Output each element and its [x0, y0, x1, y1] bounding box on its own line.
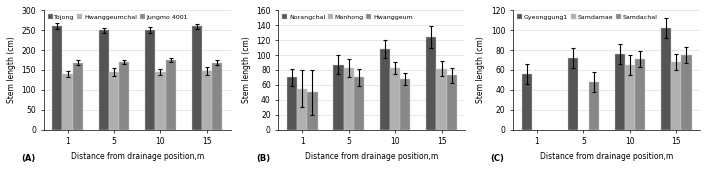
Bar: [400, 79, 411, 129]
Bar: [588, 82, 599, 129]
Bar: [297, 89, 308, 129]
X-axis label: Distance from drainage position,m: Distance from drainage position,m: [71, 152, 204, 161]
Bar: [99, 30, 109, 129]
Bar: [568, 58, 578, 129]
Bar: [201, 71, 212, 129]
Text: (C): (C): [491, 154, 505, 163]
Bar: [52, 26, 62, 129]
Bar: [156, 72, 165, 129]
Text: (B): (B): [256, 154, 270, 163]
Text: (A): (A): [21, 154, 35, 163]
Bar: [625, 65, 635, 129]
Bar: [390, 68, 400, 129]
Bar: [73, 63, 83, 129]
Bar: [119, 62, 129, 129]
Bar: [380, 49, 390, 129]
Bar: [192, 26, 201, 129]
Y-axis label: Stem length (cm): Stem length (cm): [7, 37, 16, 103]
Bar: [308, 92, 317, 129]
Legend: Tojong, Hwanggeumchal, Jungmo 4001: Tojong, Hwanggeumchal, Jungmo 4001: [47, 14, 189, 20]
Bar: [436, 69, 447, 129]
Bar: [635, 59, 645, 129]
Bar: [145, 30, 156, 129]
Bar: [671, 62, 682, 129]
X-axis label: Distance from drainage position,m: Distance from drainage position,m: [305, 152, 438, 161]
Legend: Norangchal, Manhong, Hwanggeum: Norangchal, Manhong, Hwanggeum: [281, 14, 414, 20]
Bar: [682, 55, 691, 129]
Bar: [287, 77, 297, 129]
Bar: [165, 60, 176, 129]
Bar: [447, 75, 457, 129]
Bar: [661, 28, 671, 129]
Bar: [62, 74, 73, 129]
X-axis label: Distance from drainage position,m: Distance from drainage position,m: [540, 152, 673, 161]
Bar: [522, 74, 532, 129]
Bar: [212, 63, 222, 129]
Bar: [344, 68, 354, 129]
Bar: [109, 72, 119, 129]
Bar: [614, 54, 625, 129]
Bar: [426, 37, 436, 129]
Bar: [334, 65, 344, 129]
Y-axis label: Stem length (cm): Stem length (cm): [242, 37, 251, 103]
Legend: Gyeonggung1, Samdamae, Samdachal: Gyeonggung1, Samdamae, Samdachal: [516, 14, 658, 20]
Bar: [354, 77, 364, 129]
Y-axis label: Stem length (cm): Stem length (cm): [477, 37, 486, 103]
